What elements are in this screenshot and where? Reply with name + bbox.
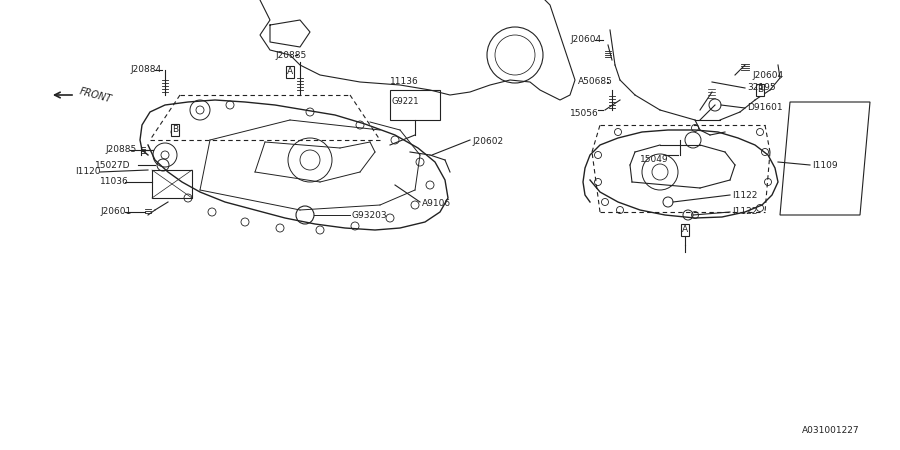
Text: 15049: 15049 — [640, 156, 669, 165]
Text: B: B — [757, 86, 763, 94]
Text: 11136: 11136 — [390, 77, 418, 86]
Text: A031001227: A031001227 — [803, 426, 860, 435]
Text: 15027D: 15027D — [95, 161, 130, 170]
Text: 11036: 11036 — [100, 177, 129, 186]
Text: J20604: J20604 — [570, 36, 601, 45]
Text: I1122: I1122 — [732, 207, 758, 216]
Text: B: B — [172, 126, 178, 135]
Text: I1122: I1122 — [732, 190, 758, 199]
Text: A9106: A9106 — [422, 198, 451, 207]
Text: J20602: J20602 — [472, 138, 503, 147]
Text: J20601: J20601 — [100, 207, 131, 216]
Text: I1120: I1120 — [75, 167, 101, 176]
Bar — [390, 90, 440, 120]
Text: FRONT: FRONT — [78, 86, 112, 104]
Text: J20884: J20884 — [130, 66, 161, 75]
Text: G9221: G9221 — [392, 98, 419, 107]
Text: I1109: I1109 — [812, 161, 838, 170]
Text: A50685: A50685 — [578, 77, 613, 86]
Text: 15056: 15056 — [570, 108, 599, 117]
Text: J20604: J20604 — [752, 71, 783, 80]
Text: A: A — [287, 68, 293, 76]
Text: D91601: D91601 — [747, 104, 783, 112]
Text: G93203: G93203 — [352, 211, 388, 220]
Text: 32195: 32195 — [747, 84, 776, 93]
Text: A: A — [682, 225, 688, 234]
Text: J20885: J20885 — [275, 50, 306, 59]
Bar — [152, 170, 192, 198]
Text: J20885: J20885 — [105, 145, 136, 154]
